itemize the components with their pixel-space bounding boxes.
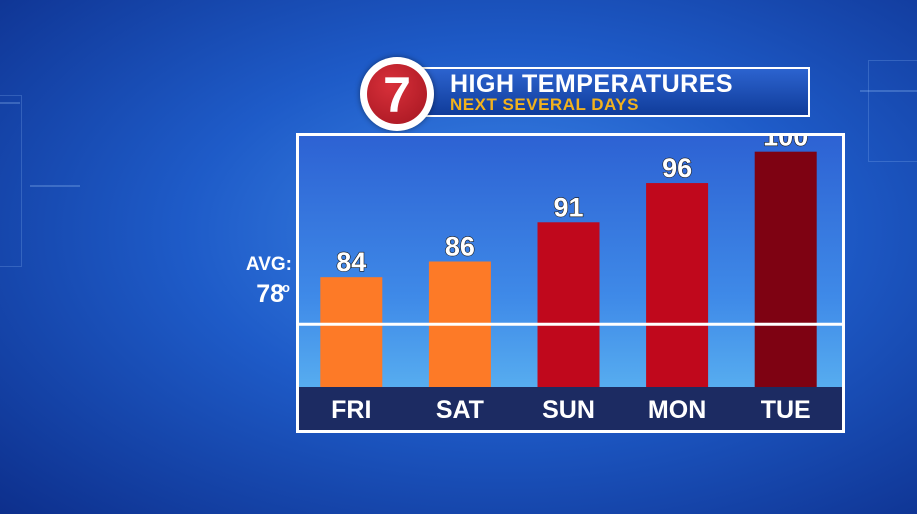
bar-mon: [646, 183, 709, 387]
data-label-tue: 100: [763, 136, 808, 152]
logo-circle: 7: [367, 64, 427, 124]
average-degree-symbol: o: [282, 280, 290, 295]
bar-sun: [537, 222, 600, 387]
data-label-fri: 84: [336, 247, 366, 277]
background-line: [860, 90, 917, 92]
background-frame-right: [868, 60, 917, 162]
bar-tue: [754, 151, 817, 387]
bar-fri: [320, 277, 383, 387]
background-line: [0, 102, 20, 104]
logo-number: 7: [383, 67, 411, 123]
average-value: 78: [256, 280, 284, 308]
bar-chart: 84 FRI 86 SAT 91 SUN 96 MON 100 TUE: [299, 136, 842, 430]
title-banner: HIGH TEMPERATURES NEXT SEVERAL DAYS: [418, 67, 810, 117]
tick-label-mon: MON: [648, 396, 706, 424]
chart-title: HIGH TEMPERATURES: [450, 70, 734, 98]
background-frame-left: [0, 95, 22, 267]
tick-label-sat: SAT: [436, 396, 484, 424]
data-label-sat: 86: [445, 232, 475, 262]
category-band: [299, 387, 842, 430]
tick-label-fri: FRI: [331, 396, 371, 424]
station-logo: 7: [360, 57, 434, 131]
chart-subtitle: NEXT SEVERAL DAYS: [450, 95, 639, 114]
background-line: [30, 185, 80, 187]
data-label-mon: 96: [662, 153, 692, 183]
chart-panel: 84 FRI 86 SAT 91 SUN 96 MON 100 TUE: [296, 133, 845, 433]
average-label: AVG:: [245, 254, 292, 275]
data-label-sun: 91: [553, 192, 583, 222]
tick-label-tue: TUE: [761, 396, 811, 424]
tick-label-sun: SUN: [542, 396, 595, 424]
